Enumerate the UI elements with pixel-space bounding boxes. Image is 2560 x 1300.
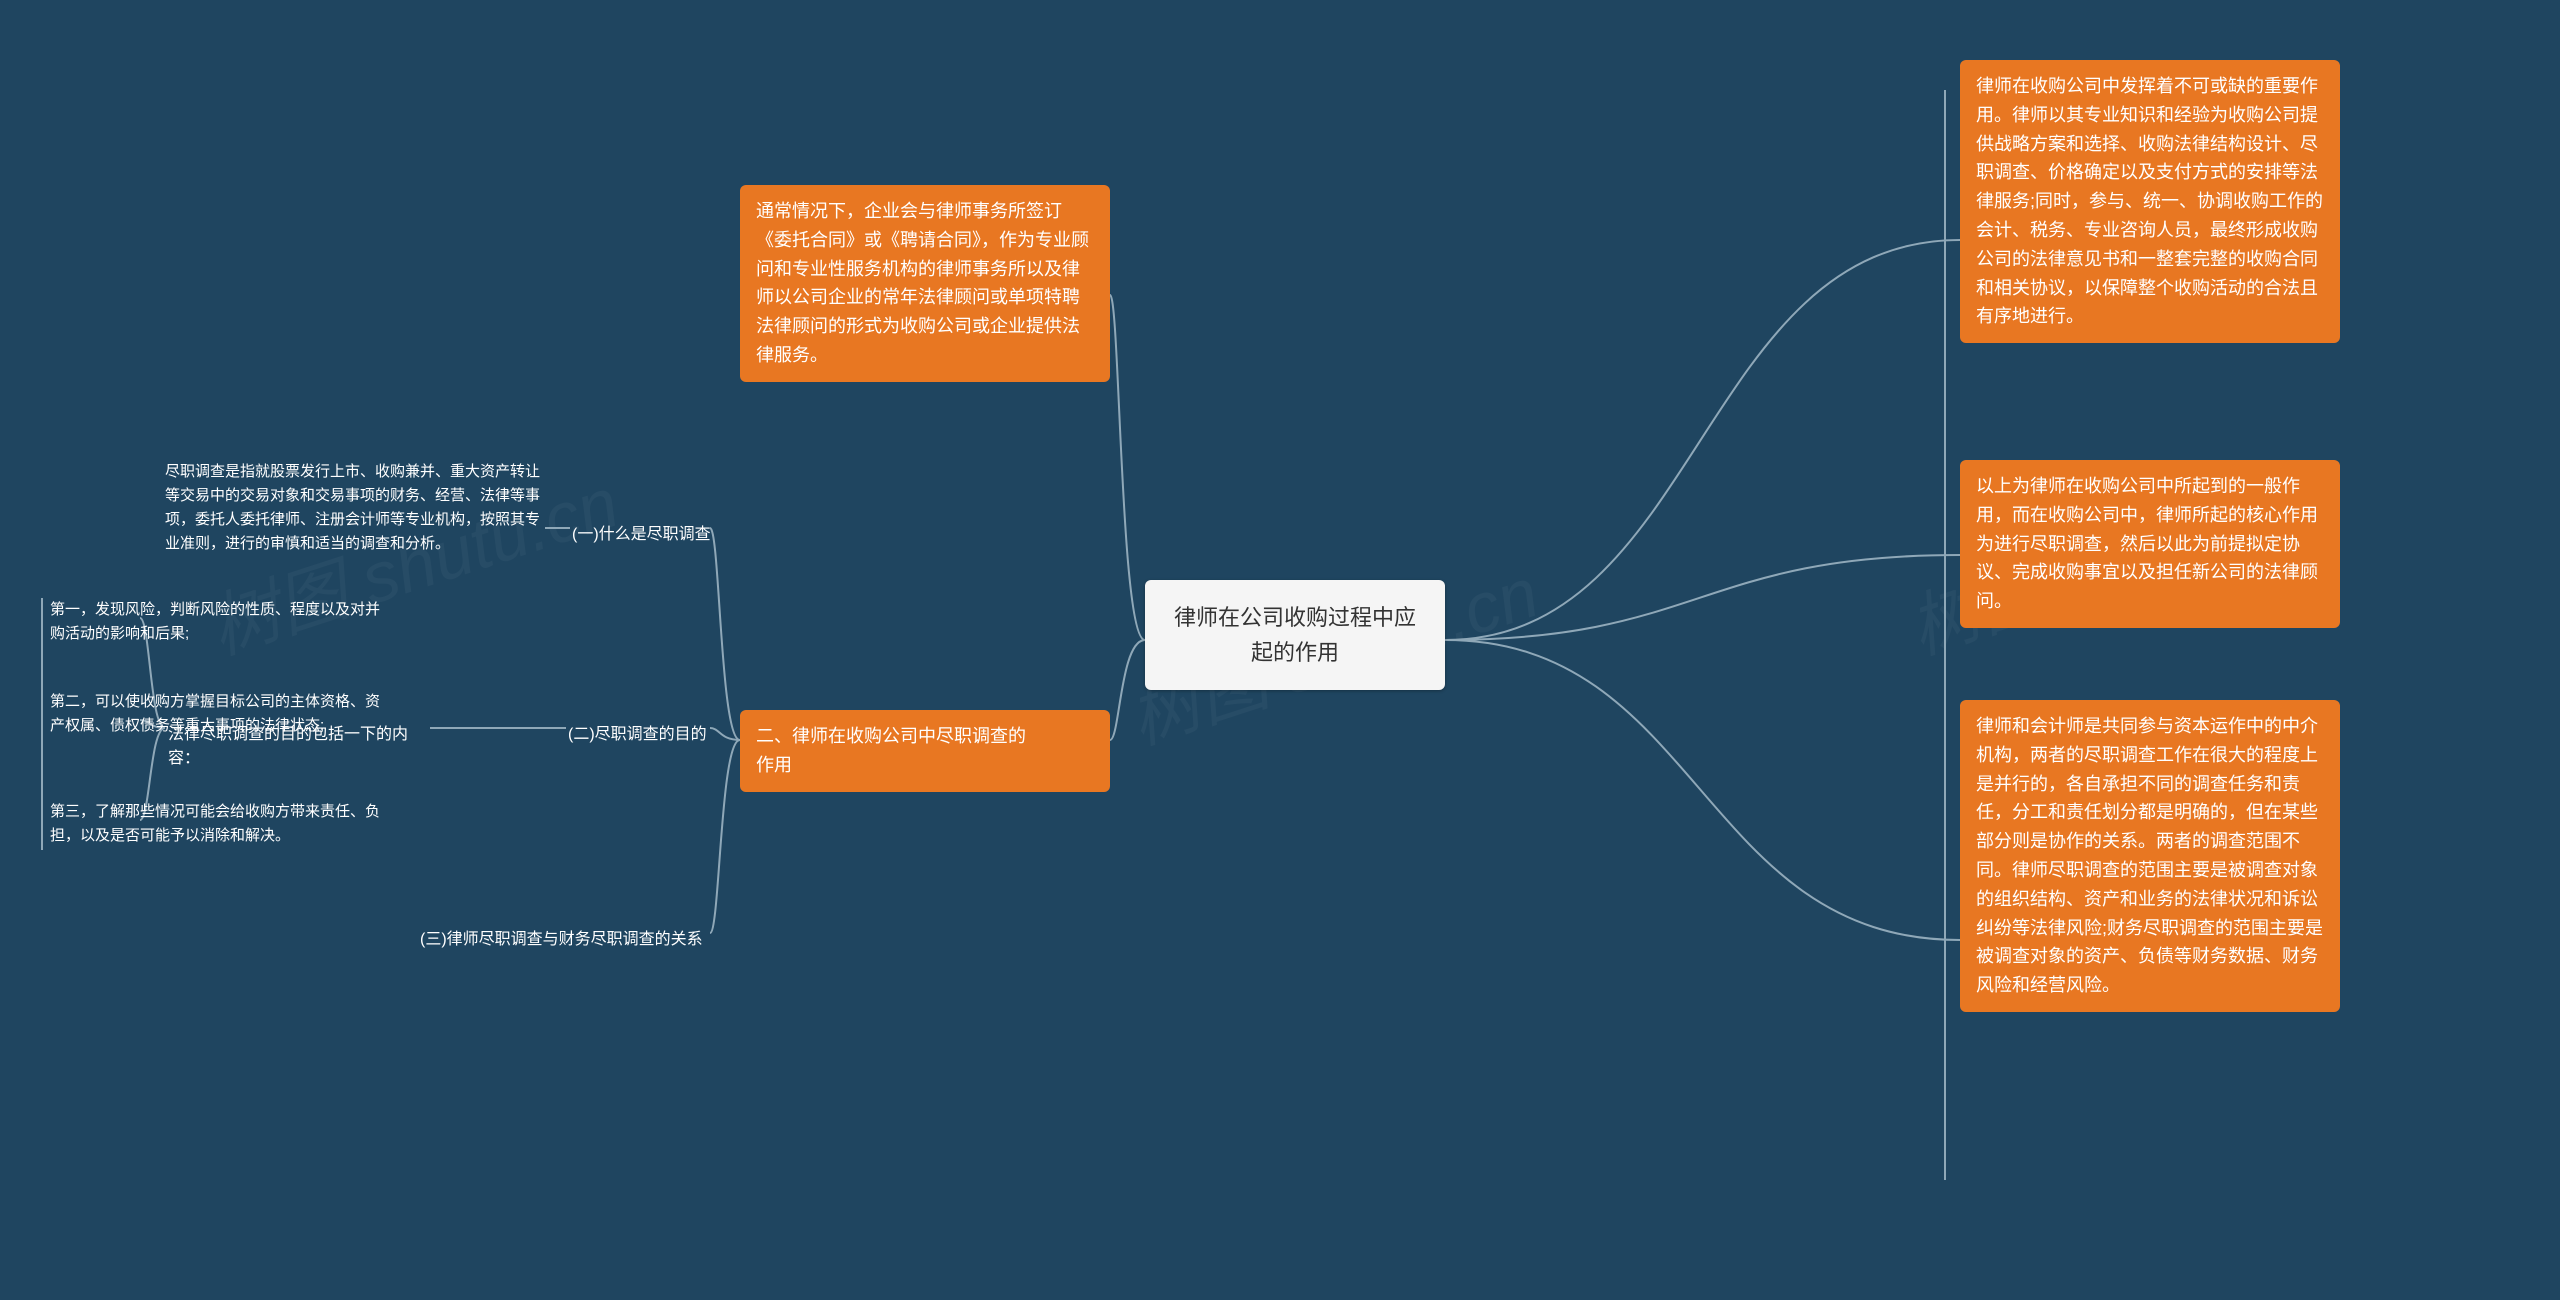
left-mid-node[interactable]: 二、律师在收购公司中尽职调查的 作用 bbox=[740, 710, 1110, 792]
sub1-detail: 尽职调查是指就股票发行上市、收购兼并、重大资产转让等交易中的交易对象和交易事项的… bbox=[165, 460, 545, 556]
left-mid-line2: 作用 bbox=[756, 751, 1094, 780]
right-node-1[interactable]: 律师在收购公司中发挥着不可或缺的重要作用。律师以其专业知识和经验为收购公司提供战… bbox=[1960, 60, 2340, 343]
right-node-3[interactable]: 律师和会计师是共同参与资本运作中的中介机构，两者的尽职调查工作在很大的程度上是并… bbox=[1960, 700, 2340, 1012]
mindmap-canvas: 树图 shutu.cn 树图 shutu.cn 树图 shutu.cn bbox=[0, 0, 2560, 1300]
sub2-detail-3: 第三，了解那些情况可能会给收购方带来责任、负担，以及是否可能予以消除和解决。 bbox=[50, 800, 380, 848]
left-mid-line1: 二、律师在收购公司中尽职调查的 bbox=[756, 722, 1094, 751]
sub2-detail-1: 第一，发现风险，判断风险的性质、程度以及对并购活动的影响和后果; bbox=[50, 598, 380, 646]
sub-label-2[interactable]: (二)尽职调查的目的 bbox=[568, 720, 707, 744]
sub2-detail-2: 第二，可以使收购方掌握目标公司的主体资格、资产权属、债权债务等重大事项的法律状态… bbox=[50, 690, 380, 738]
left-top-node[interactable]: 通常情况下，企业会与律师事务所签订《委托合同》或《聘请合同》，作为专业顾问和专业… bbox=[740, 185, 1110, 382]
sub-label-3[interactable]: (三)律师尽职调查与财务尽职调查的关系 bbox=[420, 925, 703, 949]
root-node[interactable]: 律师在公司收购过程中应 起的作用 bbox=[1145, 580, 1445, 690]
right-node-2[interactable]: 以上为律师在收购公司中所起到的一般作用，而在收购公司中，律师所起的核心作用为进行… bbox=[1960, 460, 2340, 628]
sub-label-1[interactable]: (一)什么是尽职调查 bbox=[572, 520, 711, 544]
root-title-1: 律师在公司收购过程中应 bbox=[1165, 600, 1425, 635]
root-title-2: 起的作用 bbox=[1165, 635, 1425, 670]
